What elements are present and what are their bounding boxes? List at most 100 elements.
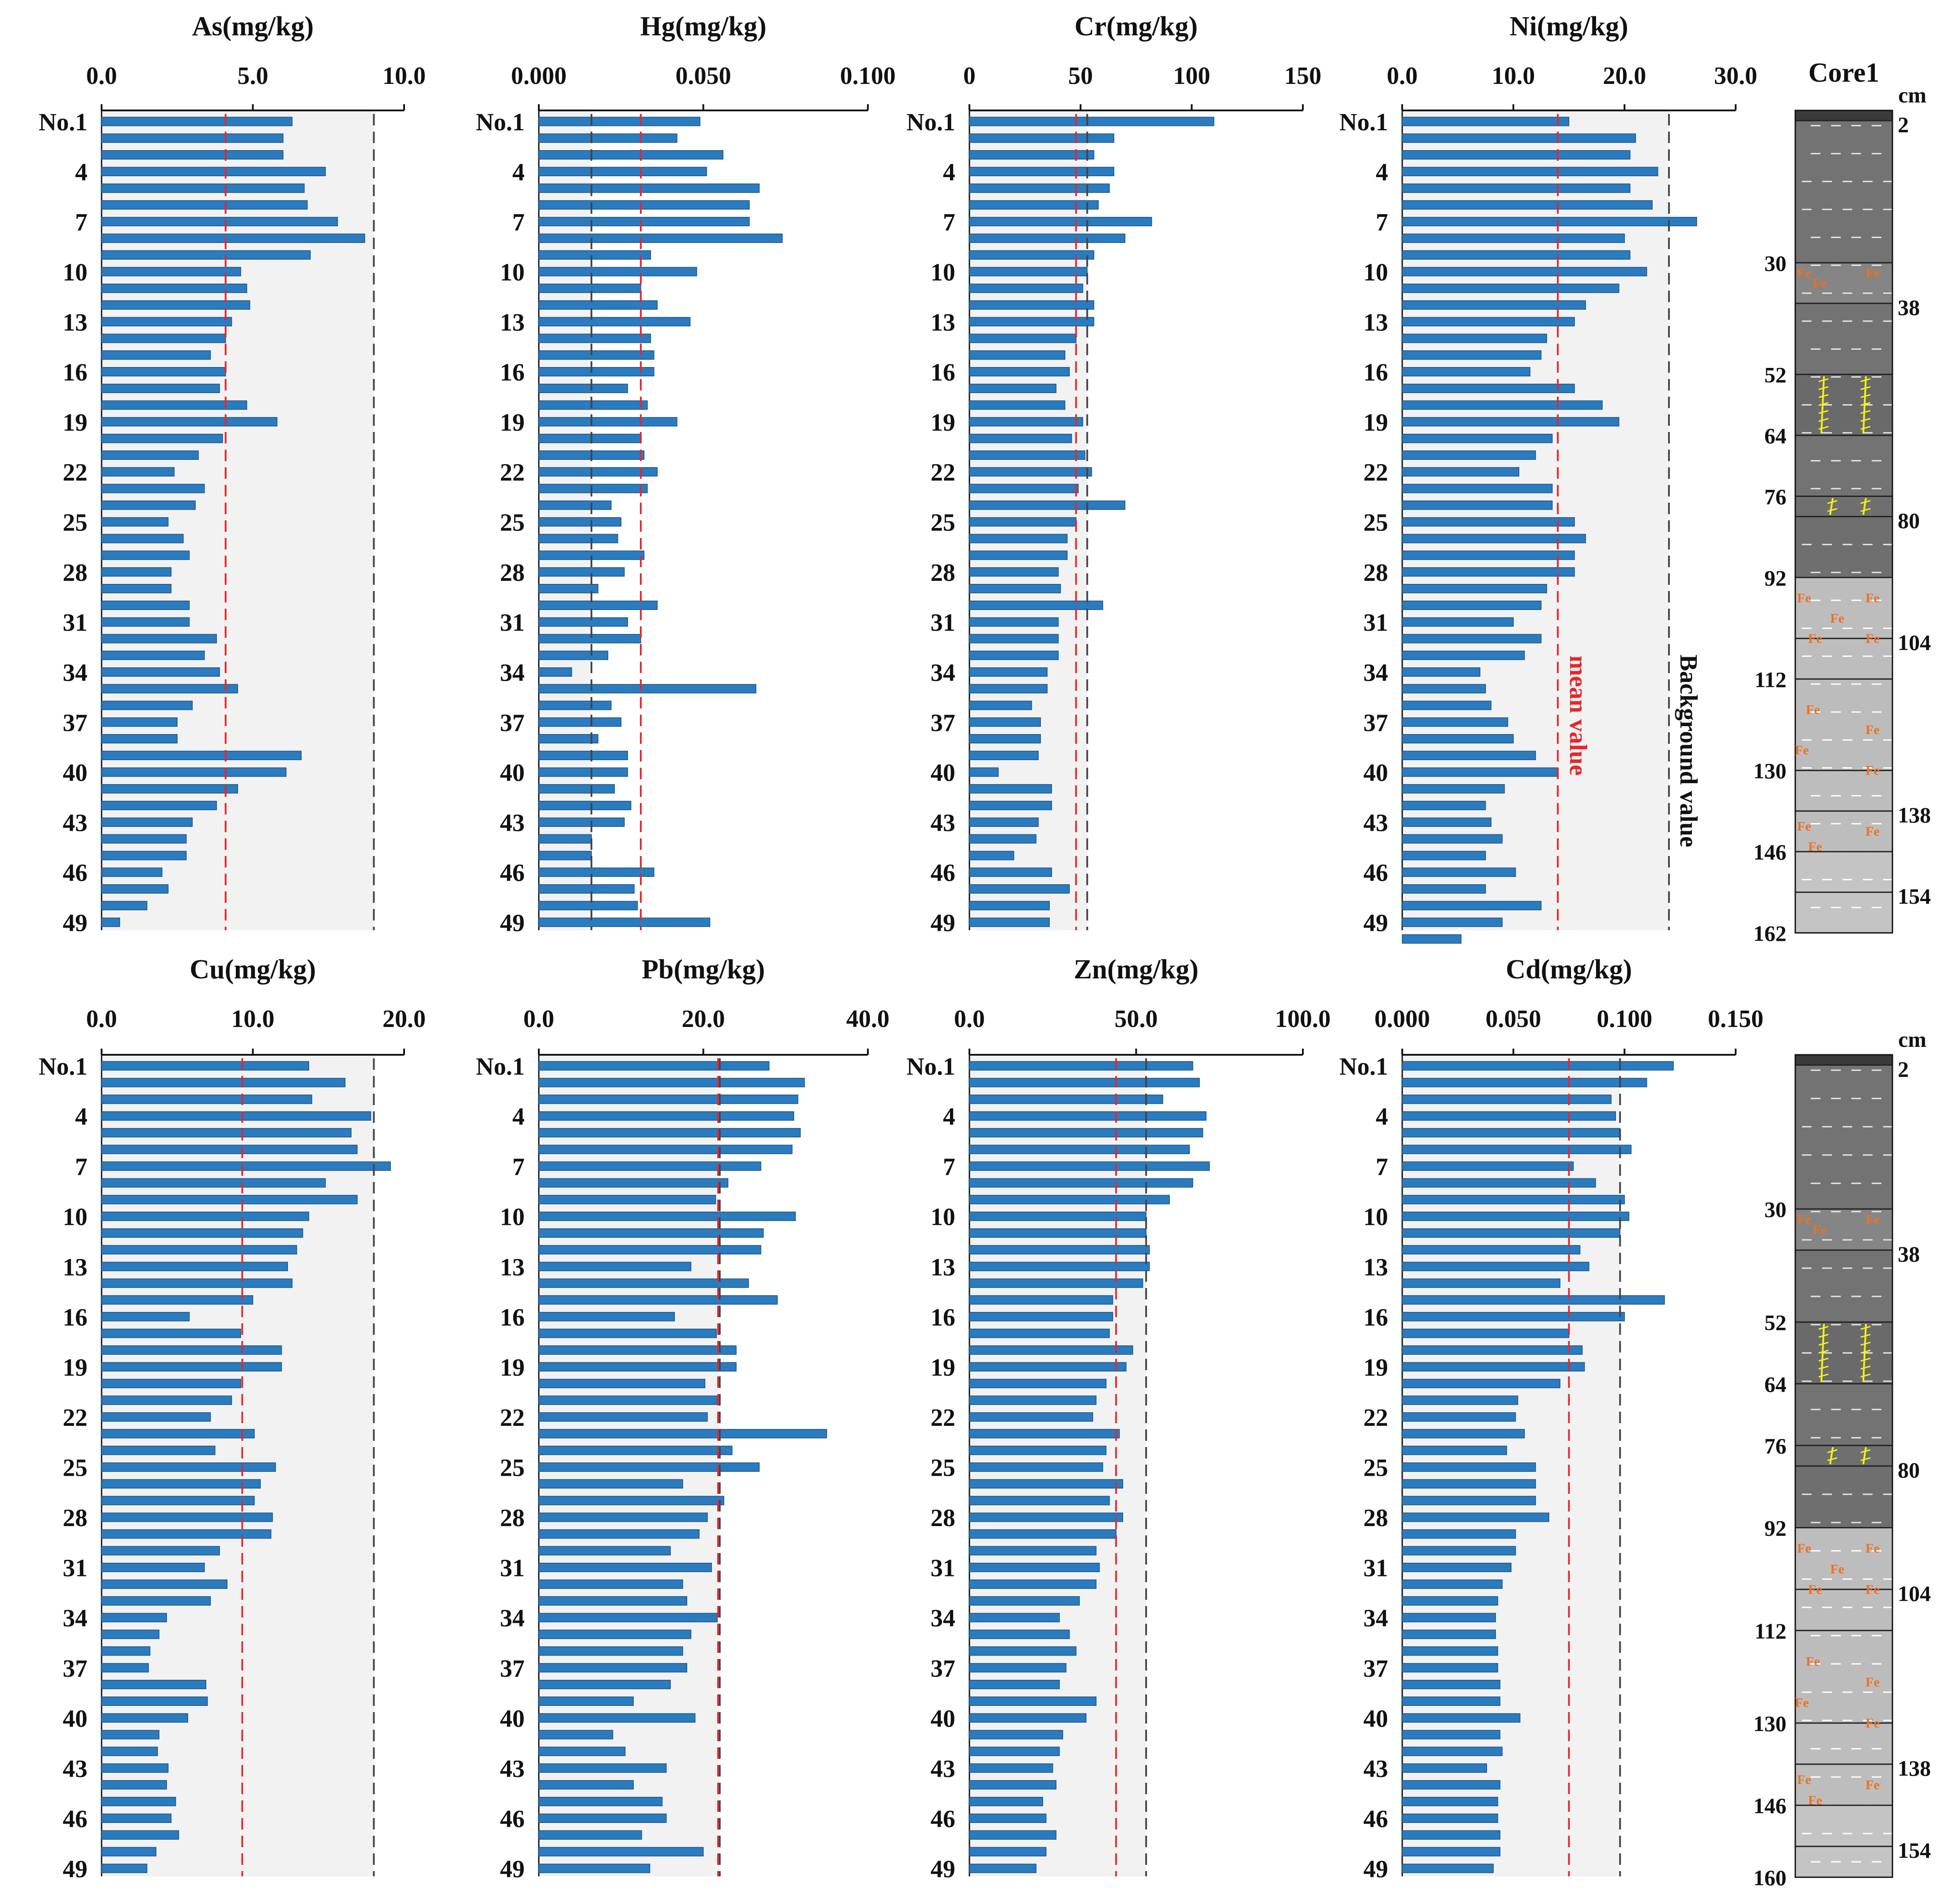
bar bbox=[101, 383, 220, 393]
fe-marker: Fe bbox=[1865, 1212, 1880, 1227]
bar bbox=[969, 267, 1088, 277]
bar bbox=[538, 284, 641, 293]
bar bbox=[101, 1629, 159, 1639]
row-label: 25 bbox=[500, 1455, 525, 1482]
row-label: 10 bbox=[63, 1204, 87, 1231]
row-label: 49 bbox=[63, 1856, 87, 1883]
core-layer bbox=[1795, 1055, 1892, 1065]
chart-title: Cu(mg/kg) bbox=[190, 955, 316, 985]
depth-label-right: 138 bbox=[1898, 1756, 1931, 1781]
row-label: 34 bbox=[1363, 659, 1388, 686]
core-layer bbox=[1795, 262, 1892, 303]
bar bbox=[101, 1262, 288, 1271]
row-label: 22 bbox=[500, 459, 525, 486]
bar bbox=[1402, 1663, 1498, 1673]
row-label: 34 bbox=[63, 659, 87, 686]
row-label: 25 bbox=[500, 509, 525, 537]
bar bbox=[969, 484, 1079, 493]
x-tick-label: 5.0 bbox=[238, 62, 269, 90]
bar bbox=[538, 317, 691, 326]
fe-marker: Fe bbox=[1865, 591, 1880, 605]
bar bbox=[969, 567, 1059, 577]
chart-title: Pb(mg/kg) bbox=[642, 955, 765, 985]
background-value-label: Background value bbox=[1675, 655, 1702, 847]
bar bbox=[1402, 1563, 1512, 1572]
plant-root-symbol bbox=[1862, 1447, 1867, 1465]
bar bbox=[1402, 1462, 1536, 1472]
row-label: 16 bbox=[1363, 1304, 1388, 1331]
bar bbox=[538, 1161, 761, 1171]
bar bbox=[1402, 1796, 1498, 1807]
row-label: 43 bbox=[63, 1755, 87, 1783]
bar bbox=[1402, 500, 1553, 510]
bar bbox=[538, 500, 612, 510]
core-layer bbox=[1795, 1250, 1892, 1322]
bar bbox=[538, 1061, 770, 1071]
bar bbox=[1402, 1512, 1549, 1522]
row-label: 25 bbox=[1363, 509, 1388, 537]
row-label: 49 bbox=[63, 909, 87, 937]
bar bbox=[538, 1446, 733, 1455]
bar bbox=[101, 1847, 157, 1856]
bar bbox=[101, 1680, 207, 1690]
bar bbox=[538, 634, 641, 644]
bar bbox=[538, 267, 697, 277]
bar bbox=[1402, 801, 1486, 811]
bar bbox=[1402, 284, 1619, 293]
fe-marker: Fe bbox=[1865, 1778, 1880, 1792]
bar bbox=[538, 233, 783, 243]
row-label: 16 bbox=[931, 1304, 955, 1331]
bar bbox=[101, 1295, 254, 1305]
row-label: 25 bbox=[1363, 1455, 1388, 1482]
bar bbox=[538, 1780, 634, 1790]
bar bbox=[101, 1178, 326, 1188]
chart-title: Ni(mg/kg) bbox=[1510, 11, 1628, 42]
bar bbox=[1402, 1078, 1647, 1087]
bar bbox=[969, 500, 1126, 510]
bar bbox=[1402, 133, 1636, 143]
x-tick-label: 0.0 bbox=[954, 1005, 985, 1033]
bar bbox=[538, 467, 658, 477]
bar bbox=[101, 1529, 272, 1539]
row-label: 22 bbox=[500, 1404, 525, 1432]
bar bbox=[538, 651, 609, 660]
bar bbox=[538, 1262, 692, 1271]
fe-marker: Fe bbox=[1806, 1654, 1820, 1669]
row-label: 22 bbox=[1363, 459, 1388, 486]
row-label: 16 bbox=[500, 1304, 525, 1331]
mean-value-label: mean value bbox=[1564, 655, 1592, 776]
fe-marker: Fe bbox=[1865, 631, 1880, 646]
row-label: 37 bbox=[1363, 1655, 1388, 1682]
fe-marker: Fe bbox=[1830, 1562, 1844, 1576]
row-label: 4 bbox=[1376, 159, 1388, 186]
plant-root-symbol bbox=[1818, 394, 1829, 398]
chart-panel-ni: 0.0 10.0 20.0 30.0 Ni(mg/kg) No.1 4 7 10 13 16 19 22… bbox=[1339, 11, 1757, 944]
bar bbox=[969, 150, 1094, 160]
row-label: No.1 bbox=[476, 109, 525, 136]
bar bbox=[101, 651, 205, 660]
bar bbox=[1402, 1429, 1525, 1439]
core-layer bbox=[1795, 1630, 1892, 1723]
row-label: No.1 bbox=[1339, 1053, 1388, 1080]
bar bbox=[101, 1479, 261, 1489]
bar bbox=[1402, 434, 1553, 443]
fe-marker: Fe bbox=[1797, 819, 1811, 834]
bar bbox=[538, 868, 655, 877]
bar bbox=[1402, 167, 1658, 176]
bar bbox=[101, 717, 178, 727]
bar bbox=[538, 1646, 683, 1656]
bar bbox=[538, 1128, 801, 1138]
bar bbox=[1402, 1813, 1498, 1823]
row-label: 19 bbox=[1363, 409, 1388, 436]
fe-marker: Fe bbox=[1797, 266, 1811, 280]
bar bbox=[1402, 1529, 1516, 1539]
bar bbox=[101, 1830, 179, 1840]
bar bbox=[538, 1696, 634, 1706]
plant-root-symbol bbox=[1860, 402, 1871, 406]
row-label: 22 bbox=[63, 1404, 87, 1432]
bar bbox=[1402, 750, 1536, 760]
plant-root-symbol bbox=[1860, 1457, 1871, 1461]
row-label: No.1 bbox=[907, 1053, 955, 1080]
bar bbox=[101, 450, 199, 460]
row-label: 43 bbox=[500, 1755, 525, 1783]
